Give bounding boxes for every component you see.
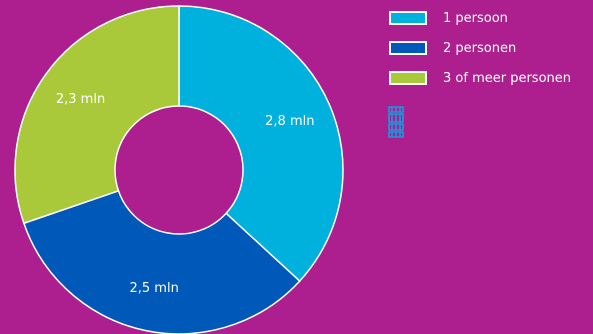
data-label-2-personen: 2,5 mln <box>130 281 179 296</box>
legend-swatch-2-personen <box>389 41 427 55</box>
donut-data-labels: 2,8 mln 2,5 mln 2,3 mln <box>56 92 315 296</box>
slice-1-persoon <box>178 5 344 283</box>
cbs-logo-icon <box>388 106 404 138</box>
donut-slices <box>14 5 344 334</box>
legend-item-2-personen: 2 personen <box>389 40 593 58</box>
legend-label-3-of-meer-personen: 3 of meer personen <box>443 71 572 86</box>
legend-item-1-persoon: 1 persoon <box>389 10 593 28</box>
legend-label-1-persoon: 1 persoon <box>443 11 508 26</box>
legend-item-3-of-meer-personen: 3 of meer personen <box>389 70 593 88</box>
legend-swatch-1-persoon <box>389 11 427 25</box>
legend-label-2-personen: 2 personen <box>443 41 517 56</box>
legend-swatch-3-of-meer-personen <box>389 71 427 85</box>
slice-3-of-meer-personen <box>14 5 180 225</box>
slice-2-personen <box>22 189 301 334</box>
data-label-3-of-meer-personen: 2,3 mln <box>56 92 105 107</box>
data-label-1-persoon: 2,8 mln <box>265 114 314 129</box>
